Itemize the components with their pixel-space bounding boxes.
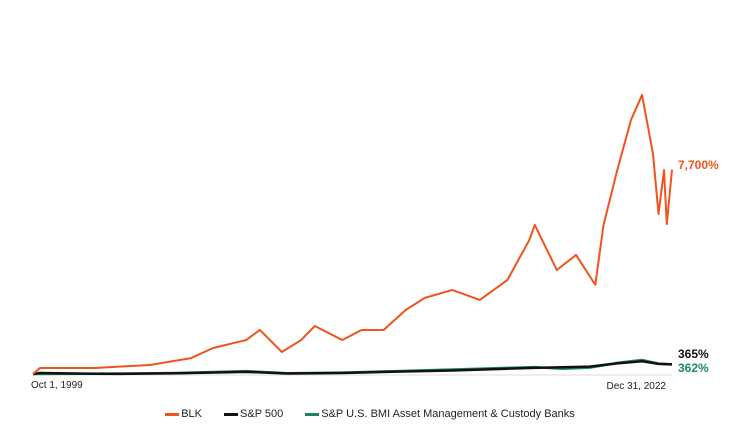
legend-label: BLK — [181, 408, 203, 420]
end-label-sp500: 365% — [678, 347, 709, 361]
legend-swatch — [305, 412, 320, 416]
legend: BLK S&P 500 S&P U.S. BMI Asset Managemen… — [0, 408, 740, 420]
legend-swatch — [224, 412, 239, 416]
end-label-asset-mgmt: 362% — [678, 361, 709, 375]
legend-label: S&P U.S. BMI Asset Management & Custody … — [321, 408, 575, 420]
series-line-0 — [32, 93, 673, 375]
legend-label: S&P 500 — [240, 408, 284, 420]
series-line-1 — [32, 360, 673, 376]
x-tick-label-end: Dec 31, 2022 — [607, 381, 667, 392]
legend-item-blk[interactable]: BLK — [165, 408, 202, 420]
legend-item-asset-mgmt[interactable]: S&P U.S. BMI Asset Management & Custody … — [305, 408, 575, 420]
x-tick-label-start: Oct 1, 1999 — [31, 380, 83, 391]
plot-area: Oct 1, 1999 Dec 31, 2022 7,700% 365% 362… — [31, 93, 719, 392]
legend-swatch — [165, 412, 180, 416]
legend-item-sp500[interactable]: S&P 500 — [224, 408, 283, 420]
end-label-blk: 7,700% — [678, 158, 719, 172]
